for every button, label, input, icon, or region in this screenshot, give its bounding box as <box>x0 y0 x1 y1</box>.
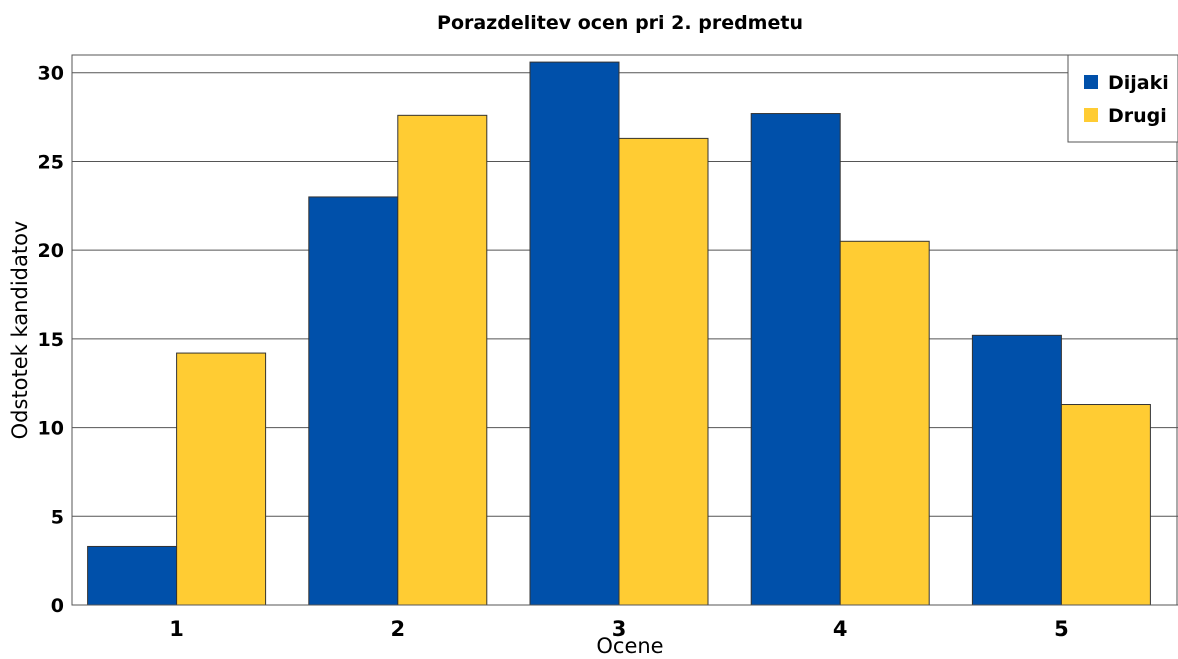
x-tick-label: 2 <box>390 617 405 641</box>
y-tick-label: 0 <box>51 595 64 617</box>
bar-dijaki-4 <box>750 113 841 606</box>
y-tick-label: 15 <box>38 329 64 351</box>
x-tick-label: 1 <box>169 617 184 641</box>
bar-drugi-2 <box>397 114 488 606</box>
legend-swatch-dijaki <box>1084 75 1098 89</box>
legend-box <box>1067 54 1178 143</box>
x-tick-label: 5 <box>1054 617 1069 641</box>
bar-dijaki-1 <box>87 545 178 606</box>
bar-drugi-3 <box>618 137 709 606</box>
y-tick-label: 5 <box>51 506 64 528</box>
x-tick-label: 3 <box>612 617 627 641</box>
chart-title: Porazdelitev ocen pri 2. predmetu <box>437 12 803 34</box>
bar-drugi-5 <box>1060 404 1151 606</box>
bars <box>87 61 1151 606</box>
x-axis-label: Ocene <box>596 634 663 658</box>
legend-label-dijaki: Dijaki <box>1108 72 1169 94</box>
legend-swatch-drugi <box>1084 108 1098 122</box>
y-tick-label: 20 <box>38 240 64 262</box>
y-axis-label: Odstotek kandidatov <box>8 221 32 440</box>
x-tick-label: 4 <box>833 617 848 641</box>
y-tick-label: 30 <box>38 63 64 85</box>
legend: Dijaki Drugi <box>1067 54 1178 143</box>
bar-dijaki-2 <box>308 196 399 606</box>
bar-drugi-4 <box>839 240 930 606</box>
bar-drugi-1 <box>176 352 267 606</box>
y-tick-label: 25 <box>38 151 64 173</box>
x-ticks: 1 2 3 4 5 <box>169 617 1068 641</box>
y-ticks: 0 5 10 15 20 25 30 <box>38 63 64 617</box>
bar-dijaki-3 <box>529 61 620 606</box>
bar-dijaki-5 <box>971 334 1062 606</box>
y-tick-label: 10 <box>38 418 64 440</box>
legend-label-drugi: Drugi <box>1108 105 1167 127</box>
plot-frame <box>71 54 1178 606</box>
